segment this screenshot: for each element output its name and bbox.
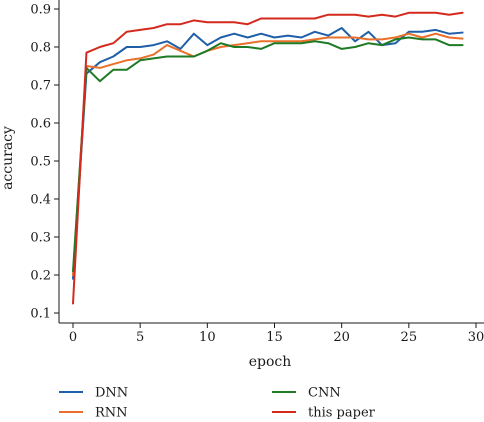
y-tick-label: 0.7 — [30, 79, 51, 94]
legend-label-dnn: DNN — [95, 386, 128, 401]
series-lines — [72, 11, 464, 305]
legend-label-rnn: RNN — [95, 406, 128, 421]
y-tick-label: 0.2 — [30, 269, 51, 284]
x-tick-label: 5 — [136, 330, 144, 345]
x-tick-label: 10 — [199, 330, 216, 345]
x-tick-label: 20 — [333, 330, 350, 345]
y-axis-ticks: 0.1 0.2 0.3 0.4 0.5 0.6 0.7 0.8 0.9 — [30, 3, 59, 322]
y-axis-label: accuracy — [0, 126, 16, 190]
x-tick-label: 30 — [468, 330, 484, 345]
x-tick-label: 15 — [266, 330, 283, 345]
plot-frame — [58, 0, 484, 324]
x-axis-label: epoch — [249, 354, 292, 370]
series-line-rnn — [72, 32, 464, 276]
legend: DNN RNN CNN this paper — [59, 386, 376, 421]
x-tick-label: 0 — [69, 330, 77, 345]
x-axis-ticks: 0 5 10 15 20 25 30 — [69, 323, 484, 345]
y-tick-label: 0.5 — [30, 155, 51, 170]
y-tick-label: 0.4 — [30, 193, 51, 208]
x-tick-label: 25 — [401, 330, 418, 345]
y-tick-label: 0.3 — [30, 231, 51, 246]
y-tick-label: 0.1 — [30, 307, 51, 322]
series-line-this-paper — [72, 11, 464, 305]
legend-label-cnn: CNN — [308, 386, 341, 401]
series-line-dnn — [72, 27, 464, 280]
legend-label-this-paper: this paper — [308, 406, 376, 421]
series-line-cnn — [72, 36, 464, 273]
y-tick-label: 0.8 — [30, 41, 51, 56]
y-tick-label: 0.6 — [30, 117, 51, 132]
y-tick-label: 0.9 — [30, 3, 51, 18]
